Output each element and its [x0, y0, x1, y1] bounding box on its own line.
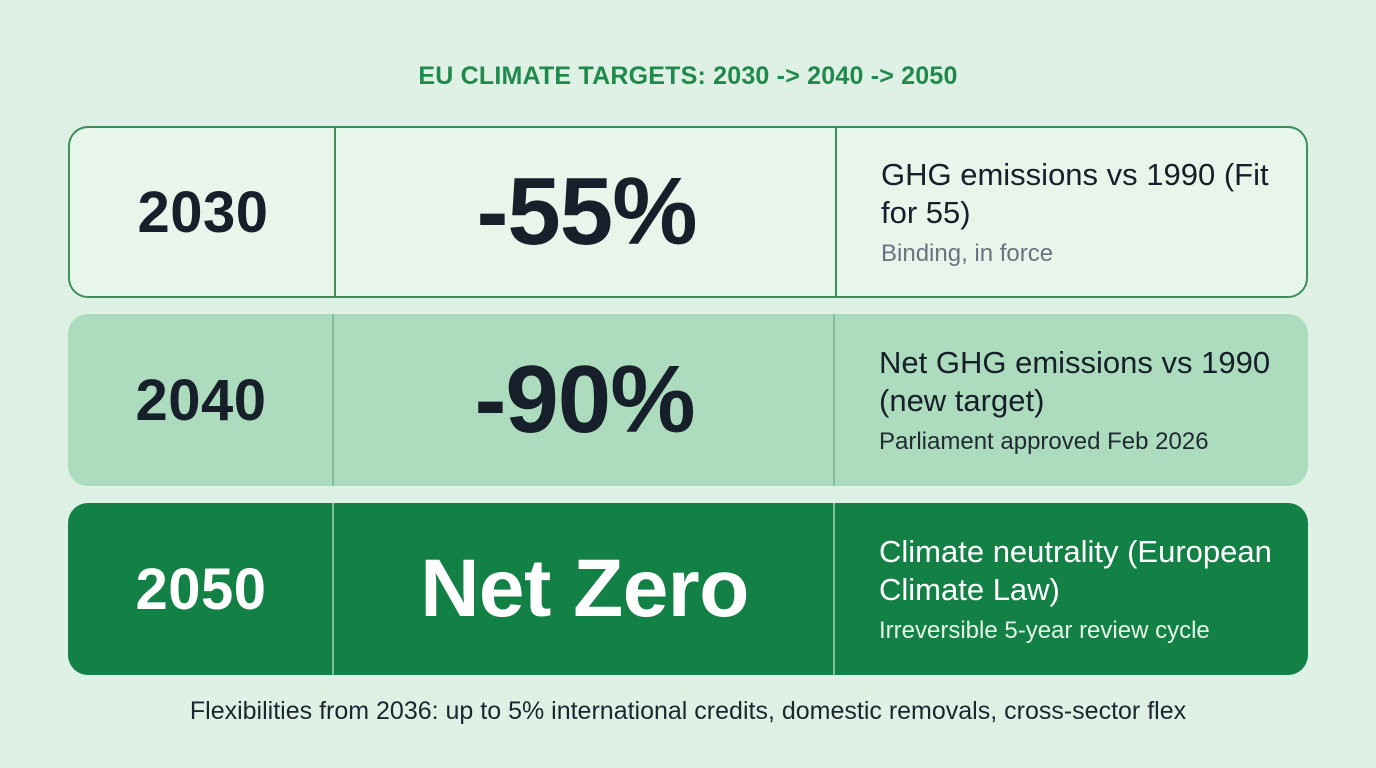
description-cell: Climate neutrality (European Climate Law…: [835, 503, 1308, 675]
target-status: Irreversible 5-year review cycle: [879, 616, 1210, 644]
target-year: 2030: [137, 179, 269, 245]
target-year: 2040: [135, 367, 267, 433]
row-divider: [833, 503, 835, 675]
target-status: Parliament approved Feb 2026: [879, 427, 1209, 455]
row-divider: [332, 503, 334, 675]
row-divider: [833, 314, 835, 486]
target-description: GHG emissions vs 1990 (Fit for 55): [881, 156, 1269, 230]
row-divider: [332, 314, 334, 486]
target-description: Climate neutrality (European Climate Law…: [879, 533, 1272, 607]
description-cell: Net GHG emissions vs 1990 (new target) P…: [835, 314, 1308, 486]
target-row-2050: 2050 Net Zero Climate neutrality (Europe…: [68, 503, 1308, 675]
target-value: Net Zero: [420, 543, 749, 634]
target-year: 2050: [135, 556, 267, 622]
description-cell: GHG emissions vs 1990 (Fit for 55) Bindi…: [837, 128, 1306, 296]
value-cell: -55%: [336, 128, 837, 296]
page-title: EU CLIMATE TARGETS: 2030 -> 2040 -> 2050: [418, 62, 958, 90]
target-row-2040: 2040 -90% Net GHG emissions vs 1990 (new…: [68, 314, 1308, 486]
row-divider: [334, 128, 336, 296]
target-description: Net GHG emissions vs 1990 (new target): [879, 344, 1271, 418]
year-cell: 2040: [68, 314, 334, 486]
footer-note: Flexibilities from 2036: up to 5% intern…: [189, 697, 1187, 725]
row-divider: [835, 128, 837, 296]
target-status: Binding, in force: [881, 239, 1054, 267]
target-value: -55%: [476, 158, 697, 265]
value-cell: Net Zero: [334, 503, 835, 675]
year-cell: 2030: [70, 128, 336, 296]
year-cell: 2050: [68, 503, 334, 675]
value-cell: -90%: [334, 314, 835, 486]
target-value: -90%: [474, 346, 695, 453]
target-row-2030: 2030 -55% GHG emissions vs 1990 (Fit for…: [68, 126, 1308, 298]
